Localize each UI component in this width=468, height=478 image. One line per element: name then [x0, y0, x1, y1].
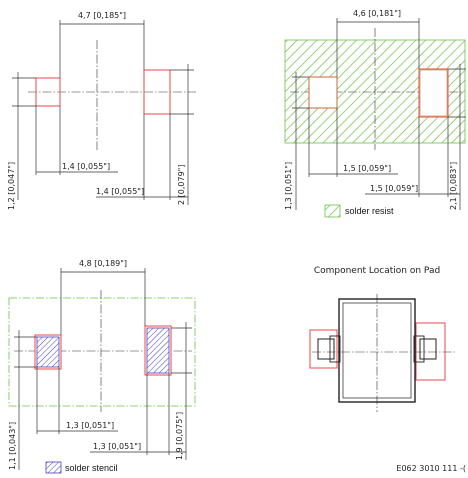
left-pad — [309, 329, 338, 369]
solder-resist-legend-label: solder resist — [345, 206, 394, 216]
solder-resist-view: 4,6 [0,181"] 1,3 [0,051"] 2,1 [0,083"] 1… — [284, 9, 466, 218]
bottom-dimension-1: 1,4 [0,055"] — [62, 162, 110, 171]
top-dimension: 4,8 [0,189"] — [79, 259, 127, 268]
component-location-view: Component Location on Pad E062 3010 111 … — [309, 266, 466, 473]
right-pad — [418, 68, 449, 118]
pad-height-dimension: 1,2 [0,047"] — [7, 162, 16, 210]
solder-stencil-view: 4,8 [0,189"] 1,1 [0,043"] 1,9 [0,075"] 1… — [8, 259, 196, 474]
pad-height-dimension-right: 1,9 [0,075"] — [175, 412, 184, 460]
bottom-dimension-1: 1,5 [0,059"] — [343, 164, 391, 173]
component-body-inner — [342, 302, 412, 399]
left-pad — [35, 77, 61, 107]
left-stencil-aperture — [36, 336, 60, 368]
right-pad — [415, 322, 446, 381]
bottom-dimension-2: 1,4 [0,055"] — [96, 187, 144, 196]
component-body — [338, 298, 416, 403]
right-pad — [143, 69, 171, 115]
left-terminal — [317, 338, 335, 360]
pad-height-dimension: 1,3 [0,051"] — [284, 162, 293, 210]
top-dimension: 4,6 [0,181"] — [353, 9, 401, 18]
bottom-dimension-1: 1,3 [0,051"] — [66, 421, 114, 430]
component-location-title: Component Location on Pad — [314, 266, 440, 276]
drawing-reference-code: E062 3010 111 -( — [396, 464, 466, 473]
top-dimension: 4,7 [0,185"] — [78, 11, 126, 20]
component-outline — [8, 297, 196, 407]
bottom-dimension-2: 1,5 [0,059"] — [370, 184, 418, 193]
pad-height-dimension-right: 2 [0,079"] — [177, 165, 186, 205]
right-stencil-aperture — [146, 327, 170, 374]
pad-layout-view: 4,7 [0,185"] 1,2 [0,047"] 2 [0,079"] 1,4… — [7, 11, 196, 210]
pad-height-dimension-right: 2,1 [0,083"] — [449, 162, 458, 210]
solder-stencil-legend-label: solder stencil — [65, 463, 118, 473]
left-pad — [308, 76, 338, 109]
pad-height-dimension: 1,1 [0,043"] — [8, 422, 17, 470]
solder-resist-legend-swatch — [324, 204, 341, 218]
bottom-dimension-2: 1,3 [0,051"] — [93, 442, 141, 451]
solder-stencil-legend-swatch — [45, 461, 62, 474]
right-terminal — [419, 338, 437, 360]
